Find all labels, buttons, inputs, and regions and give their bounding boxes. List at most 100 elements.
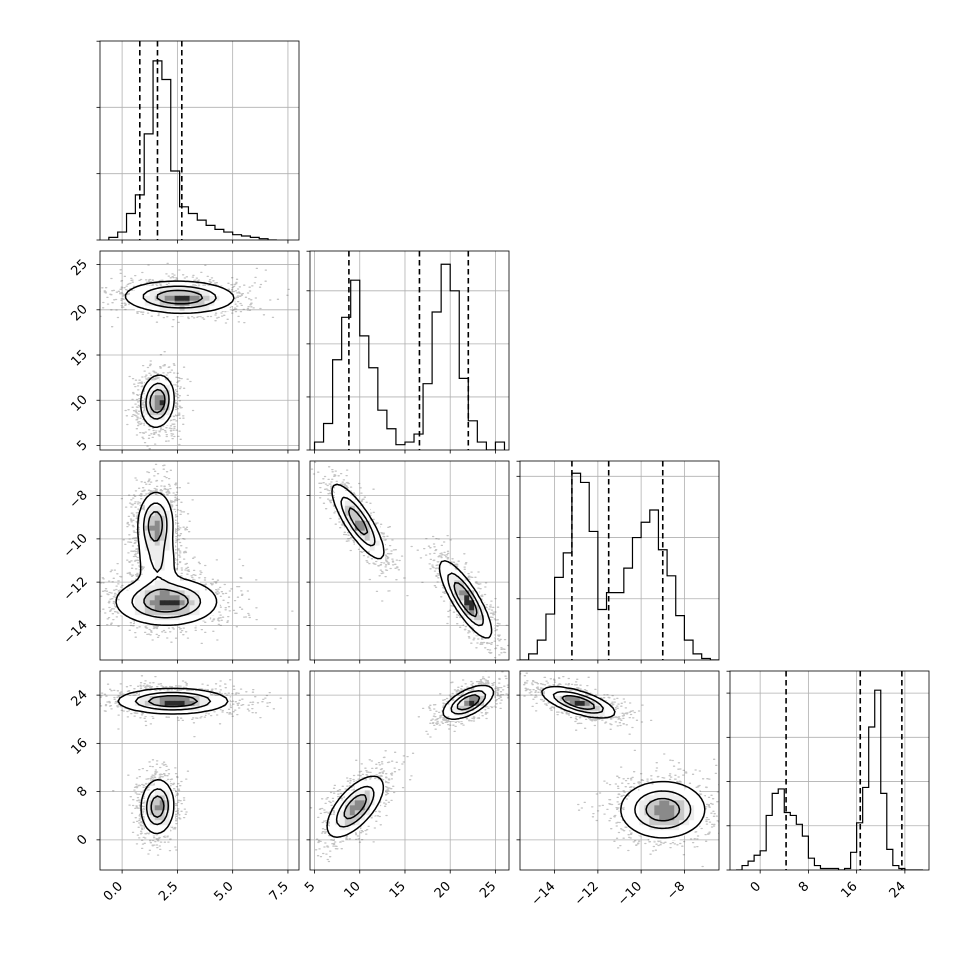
density-cell	[169, 285, 176, 292]
density-cell	[144, 565, 151, 571]
density-cell	[354, 820, 361, 826]
density-cell	[209, 305, 215, 312]
density-cell	[214, 285, 220, 292]
density-cell	[334, 800, 341, 806]
density-cell	[569, 710, 576, 717]
density-cell	[454, 575, 460, 581]
density-cell	[149, 585, 156, 591]
density-cell	[664, 790, 670, 796]
density-cell	[649, 800, 655, 806]
density-cell	[164, 500, 171, 507]
density-cell	[479, 620, 485, 626]
density-cell	[469, 705, 475, 712]
density-cell	[634, 795, 640, 801]
density-cell	[164, 820, 171, 826]
density-cell	[209, 700, 215, 707]
hist-grid-0	[100, 41, 299, 240]
density-cell	[474, 615, 480, 621]
density-cell	[154, 525, 161, 532]
density-cell	[164, 420, 171, 426]
panel-frame	[99, 670, 300, 871]
density-cell	[154, 620, 161, 626]
density-cell	[359, 535, 366, 542]
density-cell	[664, 785, 670, 791]
density-cell	[154, 605, 161, 611]
density-cell	[144, 615, 151, 621]
density-cell	[154, 795, 161, 801]
density-cell	[464, 615, 470, 621]
histogram-1	[313, 263, 506, 450]
density-cell	[134, 705, 141, 712]
density-cell	[194, 595, 200, 601]
density-cell	[344, 820, 351, 826]
y-tick-label-2-2: −10	[61, 531, 91, 561]
density-cell	[159, 595, 166, 601]
y-tick-label-2-1: −12	[61, 574, 91, 604]
density-cell	[474, 625, 480, 631]
density-cell	[144, 395, 151, 401]
density-cell	[634, 810, 640, 816]
density-cell	[189, 590, 195, 596]
density-cell	[134, 305, 141, 312]
density-cell	[139, 575, 146, 581]
density-cell	[159, 295, 166, 302]
density-cell	[144, 500, 151, 507]
x-tick-label-2-1: −12	[572, 879, 602, 909]
contour-1	[131, 502, 202, 619]
density-cell	[359, 780, 366, 786]
density-cell	[159, 400, 166, 406]
density-cell	[184, 280, 190, 287]
density-cell	[194, 690, 200, 697]
density-cell	[464, 605, 470, 611]
density-cell	[159, 380, 166, 386]
density-cell	[184, 590, 190, 596]
density-cell	[164, 290, 171, 297]
contour-2	[348, 507, 478, 618]
density-cell	[599, 700, 605, 707]
density-cell	[139, 555, 146, 561]
density-cell	[179, 280, 185, 287]
y-tick-label-2-3: −8	[67, 488, 91, 512]
y-tick-label-1-0: 5	[74, 438, 90, 454]
density-cell	[164, 590, 171, 596]
density-cell	[154, 505, 161, 512]
hist-panel-1	[306, 250, 510, 454]
density-cell	[129, 705, 136, 712]
density-cell	[354, 805, 361, 811]
density-cell	[144, 705, 151, 712]
density-cell	[474, 685, 480, 692]
density-cell	[159, 500, 166, 507]
density-cell	[154, 805, 161, 811]
density-cell	[164, 295, 171, 302]
density-cell	[209, 300, 215, 307]
density-cell	[149, 580, 156, 586]
density-cell	[199, 710, 205, 717]
density-cell	[649, 810, 655, 816]
density-cell	[154, 700, 161, 707]
density-cell	[684, 795, 690, 801]
density-cell	[654, 780, 660, 786]
density-cell	[659, 780, 665, 786]
density-cell	[644, 785, 650, 791]
density-cell	[569, 700, 576, 707]
density-cell	[179, 595, 185, 601]
density-cell	[184, 585, 190, 591]
density-cell	[114, 600, 121, 606]
density-cell	[144, 560, 151, 566]
density-cell	[644, 830, 650, 836]
density-cell	[149, 410, 156, 416]
density-cell	[224, 295, 230, 302]
density-cell	[159, 495, 166, 502]
density-cell	[169, 610, 176, 616]
density-cell	[649, 830, 655, 836]
density-cell	[624, 815, 630, 821]
density-cell	[204, 285, 210, 292]
density-cell	[154, 495, 161, 502]
density-cell	[124, 295, 131, 302]
density-cell	[159, 830, 166, 836]
density-cell	[154, 575, 161, 581]
density-cell	[139, 295, 146, 302]
density-cell	[164, 505, 171, 512]
density-cell	[149, 610, 156, 616]
density-cell	[159, 420, 166, 426]
